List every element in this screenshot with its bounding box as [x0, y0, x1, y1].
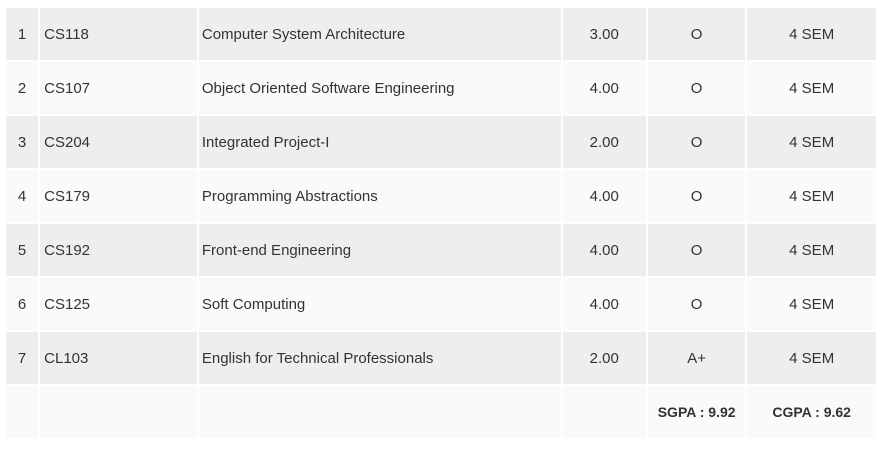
course-semester: 4 SEM: [747, 224, 876, 276]
course-title: Computer System Architecture: [198, 8, 561, 60]
summary-row: SGPA : 9.92 CGPA : 9.62: [6, 386, 876, 438]
row-number: 6: [6, 278, 39, 330]
row-number: 2: [6, 62, 39, 114]
table-row: 3 CS204 Integrated Project-I 2.00 O 4 SEM: [6, 116, 876, 168]
course-grade: O: [647, 224, 746, 276]
course-semester: 4 SEM: [747, 62, 876, 114]
table-row: 1 CS118 Computer System Architecture 3.00 O 4…: [6, 8, 876, 60]
course-code: CS118: [40, 8, 197, 60]
course-title: Front-end Engineering: [198, 224, 561, 276]
row-number: 5: [6, 224, 39, 276]
course-semester: 4 SEM: [747, 8, 876, 60]
course-semester: 4 SEM: [747, 116, 876, 168]
course-credits: 4.00: [562, 170, 646, 222]
course-grade: O: [647, 278, 746, 330]
sgpa-value: SGPA : 9.92: [647, 386, 746, 438]
table-row: 4 CS179 Programming Abstractions 4.00 O 4 SEM: [6, 170, 876, 222]
course-semester: 4 SEM: [747, 332, 876, 384]
course-grade: O: [647, 116, 746, 168]
course-credits: 2.00: [562, 116, 646, 168]
row-number: 1: [6, 8, 39, 60]
row-number: 4: [6, 170, 39, 222]
summary-empty-credits: [562, 386, 646, 438]
course-credits: 4.00: [562, 278, 646, 330]
results-table-body: 1 CS118 Computer System Architecture 3.00 O 4…: [6, 8, 876, 384]
course-credits: 4.00: [562, 62, 646, 114]
course-code: CS192: [40, 224, 197, 276]
table-row: 6 CS125 Soft Computing 4.00 O 4 SEM: [6, 278, 876, 330]
table-row: 2 CS107 Object Oriented Software Engineeri…: [6, 62, 876, 114]
row-number: 7: [6, 332, 39, 384]
summary-empty-code: [40, 386, 197, 438]
course-grade: O: [647, 62, 746, 114]
course-code: CL103: [40, 332, 197, 384]
course-grade: O: [647, 8, 746, 60]
cgpa-value: CGPA : 9.62: [747, 386, 876, 438]
course-code: CS179: [40, 170, 197, 222]
summary-empty-num: [6, 386, 39, 438]
row-number: 3: [6, 116, 39, 168]
course-grade: A+: [647, 332, 746, 384]
course-grade: O: [647, 170, 746, 222]
table-row: 5 CS192 Front-end Engineering 4.00 O 4 SEM: [6, 224, 876, 276]
course-semester: 4 SEM: [747, 170, 876, 222]
course-title: English for Technical Professionals: [198, 332, 561, 384]
course-title: Soft Computing: [198, 278, 561, 330]
course-semester: 4 SEM: [747, 278, 876, 330]
table-row: 7 CL103 English for Technical Professional…: [6, 332, 876, 384]
course-title: Integrated Project-I: [198, 116, 561, 168]
course-code: CS107: [40, 62, 197, 114]
course-credits: 3.00: [562, 8, 646, 60]
course-code: CS125: [40, 278, 197, 330]
course-credits: 2.00: [562, 332, 646, 384]
course-title: Programming Abstractions: [198, 170, 561, 222]
course-credits: 4.00: [562, 224, 646, 276]
summary-empty-title: [198, 386, 561, 438]
course-title: Object Oriented Software Engineering: [198, 62, 561, 114]
course-code: CS204: [40, 116, 197, 168]
results-table: 1 CS118 Computer System Architecture 3.00 O 4…: [4, 6, 878, 440]
